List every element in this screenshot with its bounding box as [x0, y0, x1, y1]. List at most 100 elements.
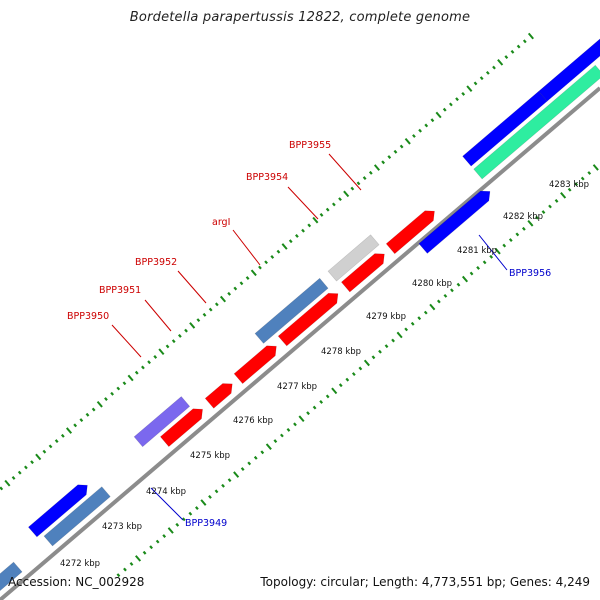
leader-line	[478, 234, 508, 271]
scale-tick	[436, 299, 441, 304]
scale-tick	[129, 562, 134, 566]
kbp-label: 4275 kbp	[190, 451, 230, 461]
scale-tick	[122, 381, 127, 386]
scale-tick	[338, 197, 342, 202]
scale-tick	[96, 400, 103, 408]
scale-tick	[331, 387, 338, 395]
scale-tick	[200, 499, 207, 506]
scale-tick	[48, 444, 53, 449]
scale-tick	[404, 137, 411, 145]
scale-tick	[123, 567, 127, 572]
scale-tick	[371, 355, 376, 360]
scale-tick	[24, 465, 28, 470]
gene-bpp3949-block	[27, 484, 88, 538]
scale-tick	[116, 573, 121, 578]
scale-tick	[510, 49, 515, 54]
scale-tick	[362, 176, 367, 181]
scale-tick	[450, 288, 454, 293]
scale-tick	[521, 226, 526, 231]
scale-tick	[288, 239, 293, 244]
scale-tick	[306, 411, 310, 416]
scale-tick	[227, 478, 232, 483]
scale-tick	[508, 238, 513, 242]
scale-tick	[429, 303, 436, 311]
scale-tick	[175, 522, 180, 527]
kbp-scale-labels: 4272 kbp 4273 kbp 4274 kbp 4275 kbp 4276 kbp…	[60, 180, 589, 569]
steelblue-feature-block	[43, 486, 111, 547]
gene-labels: BPP3950 BPP3951 BPP3952 argI BPP3954 BPP3955 B…	[67, 140, 551, 529]
scale-tick	[134, 370, 139, 375]
scale-tick	[541, 210, 546, 215]
scale-tick	[399, 144, 404, 149]
scale-tick	[298, 415, 305, 423]
scale-tick	[149, 545, 153, 550]
scale-tick	[301, 228, 305, 233]
scale-tick	[331, 202, 336, 207]
steelblue-feature-block	[254, 277, 329, 344]
gene-argi-block	[277, 292, 339, 347]
scale-tick	[219, 295, 227, 303]
scale-tick	[273, 439, 278, 444]
scale-tick	[325, 394, 330, 399]
leader-line	[144, 299, 172, 332]
scale-tick	[456, 282, 461, 287]
scale-tick	[485, 70, 490, 75]
genome-backbone	[0, 86, 600, 600]
blue-feature-block	[538, 38, 600, 102]
scale-tick	[270, 255, 275, 259]
kbp-label: 4277 kbp	[277, 382, 317, 392]
purple-feature-block	[133, 396, 191, 448]
gene-label-bpp3954: BPP3954	[246, 172, 288, 183]
gene-bpp3955-block	[385, 210, 435, 255]
scale-tick	[373, 164, 381, 171]
scale-tick	[155, 539, 160, 544]
scale-tick	[189, 322, 196, 329]
scale-tick	[116, 386, 121, 391]
scale-tick	[461, 275, 469, 283]
scale-tick	[479, 76, 484, 81]
scale-tick	[469, 271, 474, 276]
scale-tick	[276, 249, 281, 254]
scale-tick	[325, 207, 330, 212]
topology-text: Topology: circular; Length: 4,773,551 bp…	[260, 575, 590, 589]
scale-tick	[381, 160, 386, 165]
scale-tick	[443, 293, 448, 298]
label-leader-lines	[111, 153, 508, 521]
kbp-label: 4276 kbp	[233, 416, 273, 426]
inner-tick-ring	[116, 164, 599, 578]
scale-tick	[91, 407, 96, 412]
scale-tick	[358, 366, 363, 371]
scale-tick	[404, 327, 409, 332]
scale-tick	[233, 286, 238, 291]
leader-line	[150, 487, 184, 521]
scale-tick	[104, 397, 108, 401]
steelblue-feature-block	[0, 561, 23, 592]
scale-tick	[351, 372, 356, 376]
scale-tick	[412, 134, 416, 138]
scale-tick	[208, 495, 212, 499]
scale-tick	[482, 260, 487, 265]
scale-tick	[497, 59, 504, 66]
scale-tick	[147, 360, 151, 365]
scale-tick	[494, 247, 501, 255]
scale-tick	[515, 232, 520, 237]
scale-tick	[424, 123, 429, 128]
scale-tick	[60, 433, 65, 438]
scale-tick	[473, 81, 478, 86]
gene-bpp3956-block	[418, 190, 491, 254]
scale-tick	[587, 171, 592, 175]
scale-tick	[522, 39, 527, 44]
scale-tick	[307, 223, 312, 228]
scale-tick	[455, 97, 459, 102]
scale-tick	[338, 383, 343, 388]
scale-tick	[195, 506, 199, 511]
scale-tick	[260, 450, 265, 455]
scale-tick	[393, 149, 398, 154]
scale-tick	[171, 339, 176, 344]
scale-tick	[417, 316, 422, 321]
gene-bpp3954-block	[340, 253, 385, 293]
scale-tick	[247, 461, 252, 466]
scale-tick	[363, 359, 370, 367]
scale-tick	[65, 427, 73, 434]
